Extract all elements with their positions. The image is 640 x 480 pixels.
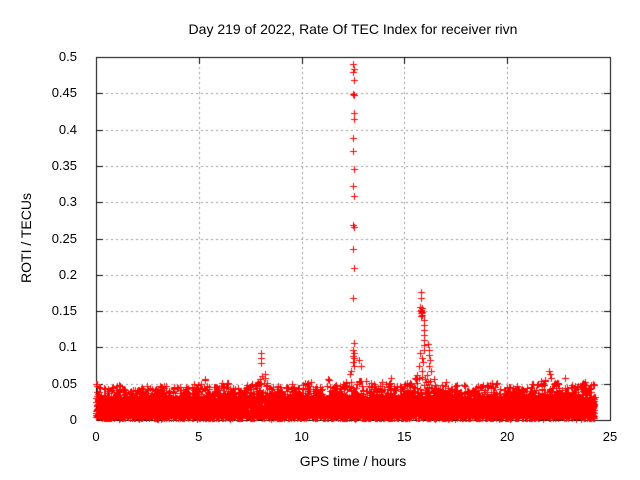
chart-title: Day 219 of 2022, Rate Of TEC Index for r… xyxy=(188,21,518,37)
y-tick-label: 0.5 xyxy=(58,49,77,64)
x-tick-label: 0 xyxy=(92,429,100,444)
y-tick-label: 0.35 xyxy=(51,157,77,173)
y-tick-label: 0.15 xyxy=(51,303,77,319)
x-axis-label: GPS time / hours xyxy=(299,453,407,469)
y-tick-label: 0.05 xyxy=(51,375,77,391)
x-tick-label: 25 xyxy=(602,429,618,444)
y-tick-label: 0.4 xyxy=(58,121,77,137)
y-tick-label: 0.1 xyxy=(58,339,77,355)
x-tick-label: 5 xyxy=(195,429,203,444)
y-tick-label: 0 xyxy=(69,412,77,427)
y-tick-label: 0.2 xyxy=(58,266,77,282)
y-tick-label: 0.25 xyxy=(51,230,77,246)
x-tick-label: 10 xyxy=(294,429,309,444)
x-tick-label: 15 xyxy=(397,429,412,444)
y-tick-label: 0.3 xyxy=(58,194,77,210)
y-tick-label: 0.45 xyxy=(51,85,77,101)
x-tick-label: 20 xyxy=(499,429,515,444)
